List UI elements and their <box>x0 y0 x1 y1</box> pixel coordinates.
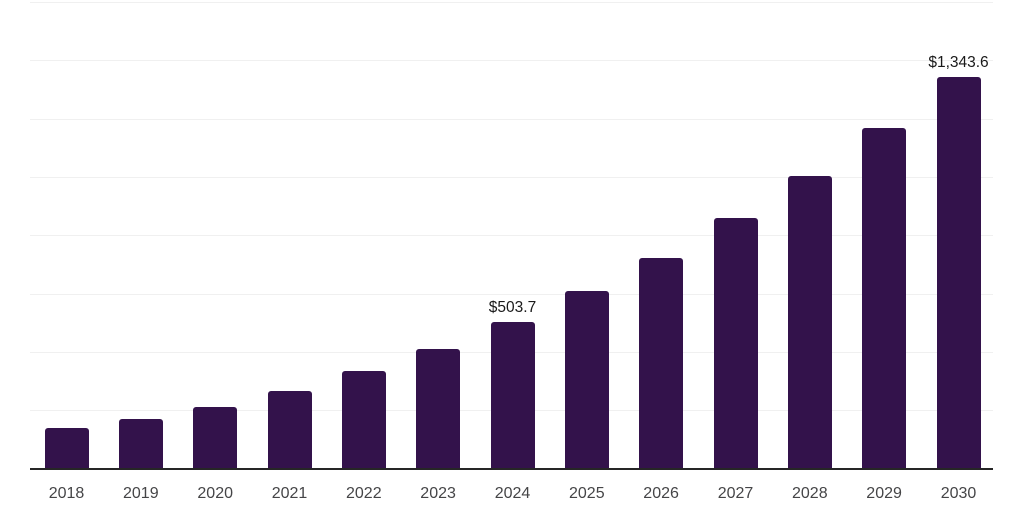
x-axis-label-2018: 2018 <box>48 485 85 502</box>
gridline-600 <box>30 293 993 295</box>
value-label-2030: $1,343.6 <box>928 54 989 72</box>
bar-2021 <box>267 390 312 469</box>
bar-2027 <box>713 218 758 469</box>
x-axis-label-2020: 2020 <box>197 485 233 502</box>
x-axis-label-2026: 2026 <box>643 485 679 502</box>
gridline-800 <box>30 235 993 237</box>
gridline-1400 <box>30 60 993 62</box>
x-axis-label-2025: 2025 <box>569 485 605 502</box>
x-axis-line <box>30 468 993 470</box>
bar-2028 <box>787 175 832 469</box>
x-axis-label-2029: 2029 <box>866 485 902 502</box>
bar-2018 <box>44 427 89 469</box>
gridline-1600 <box>30 2 993 3</box>
value-label-2024: $503.7 <box>488 299 537 317</box>
x-axis-label-2027: 2027 <box>717 485 754 502</box>
x-axis-label-2024: 2024 <box>494 485 531 502</box>
x-axis-label-2030: 2030 <box>940 485 977 502</box>
gridline-1200 <box>30 118 993 120</box>
bar-2023 <box>416 348 461 469</box>
x-axis-label-2023: 2023 <box>420 485 456 502</box>
x-axis-label-2021: 2021 <box>271 485 308 502</box>
x-axis-label-2022: 2022 <box>346 485 382 502</box>
x-axis-label-2019: 2019 <box>123 485 159 502</box>
bar-2029 <box>862 127 907 469</box>
x-axis-label-2028: 2028 <box>792 485 828 502</box>
bar-2030 <box>936 77 981 469</box>
bar-2025 <box>564 291 609 469</box>
bar-2026 <box>639 257 684 469</box>
bar-2022 <box>341 370 386 469</box>
plot-area: $503.7 $1,343.6 <box>30 0 993 470</box>
bar-2020 <box>193 406 238 469</box>
x-axis-labels: 2018 2019 2020 2021 2022 2023 2024 2025 2026 2027… <box>0 484 1024 504</box>
gridline-1000 <box>30 176 993 178</box>
bar-2019 <box>118 418 163 469</box>
bar-2024 <box>490 322 535 469</box>
